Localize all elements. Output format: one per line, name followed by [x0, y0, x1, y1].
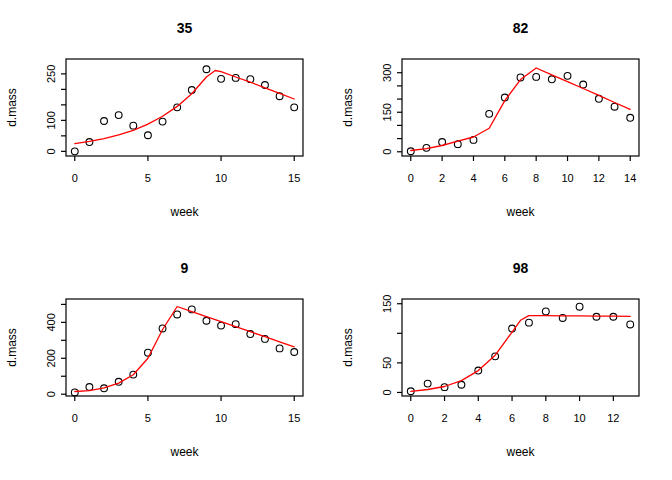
y-tick-label: 400	[45, 313, 57, 331]
y-tick-label: 0	[45, 148, 57, 154]
fit-line	[75, 71, 294, 144]
data-point	[218, 75, 225, 82]
x-tick-label: 12	[593, 172, 605, 184]
x-tick-label: 14	[624, 172, 636, 184]
x-tick-label: 4	[470, 172, 476, 184]
data-point	[203, 66, 210, 73]
plot-box	[402, 299, 639, 396]
data-point	[174, 311, 181, 318]
x-axis-label: week	[505, 445, 535, 459]
x-tick-label: 12	[607, 412, 619, 424]
x-tick-label: 5	[145, 172, 151, 184]
x-tick-label: 10	[561, 172, 573, 184]
data-point	[611, 103, 618, 110]
plot-svg-82: 0 2 4 6 8 10 12 14 0 150 300 82 week d.mass	[336, 0, 672, 240]
data-point	[526, 319, 533, 326]
y-axis-label: d.mass	[5, 88, 19, 127]
x-tick-label: 15	[288, 412, 300, 424]
data-point	[576, 303, 583, 310]
x-tick-label: 8	[543, 412, 549, 424]
x-tick-label: 0	[72, 172, 78, 184]
plot-box	[66, 59, 303, 156]
y-axis-label: d.mass	[341, 328, 355, 367]
y-tick-label: 300	[381, 64, 393, 82]
plot-svg-9: 0 5 10 15 0 200 400 9 week d.mass	[0, 240, 336, 480]
x-tick-label: 0	[408, 412, 414, 424]
data-point	[291, 104, 298, 111]
x-axis-label: week	[169, 445, 199, 459]
y-axis-label: d.mass	[341, 88, 355, 127]
y-tick-label: 0	[45, 391, 57, 397]
y-tick-label: 150	[381, 295, 393, 313]
data-point	[291, 349, 298, 356]
y-tick-label: 250	[45, 65, 57, 83]
plot-svg-98: 0 2 4 6 8 10 12 0 50 150 98 week d.mass	[336, 240, 672, 480]
panel-title: 9	[181, 260, 189, 276]
x-tick-label: 2	[441, 412, 447, 424]
data-point	[101, 118, 108, 125]
plot-box	[66, 299, 303, 396]
data-point	[145, 132, 152, 139]
x-tick-label: 2	[439, 172, 445, 184]
x-tick-label: 10	[215, 412, 227, 424]
fit-line	[75, 307, 294, 392]
data-point	[548, 76, 555, 83]
data-point	[71, 389, 78, 396]
x-tick-label: 5	[145, 412, 151, 424]
panel-9: 0 5 10 15 0 200 400 9 week d.mass	[0, 240, 336, 480]
x-tick-label: 10	[215, 172, 227, 184]
data-point	[86, 384, 93, 391]
data-point	[486, 110, 493, 117]
x-tick-label: 0	[408, 172, 414, 184]
data-point	[71, 148, 78, 155]
y-tick-label: 150	[381, 103, 393, 121]
fit-line	[411, 316, 630, 392]
x-axis-label: week	[505, 205, 535, 219]
panel-title: 35	[177, 20, 193, 36]
x-tick-label: 10	[573, 412, 585, 424]
data-point	[218, 322, 225, 329]
data-point	[276, 345, 283, 352]
x-tick-label: 4	[475, 412, 481, 424]
x-tick-label: 8	[533, 172, 539, 184]
data-point	[542, 308, 549, 315]
data-point	[407, 148, 414, 155]
data-point	[627, 321, 634, 328]
x-axis-label: week	[169, 205, 199, 219]
plot-svg-35: 0 5 10 15 0 100 250 35 week d.mass	[0, 0, 336, 240]
data-point	[203, 317, 210, 324]
figure-grid: 051015010025035weekd.mass 02468101214015…	[0, 0, 672, 480]
y-tick-label: 200	[45, 349, 57, 367]
data-point	[424, 380, 431, 387]
x-tick-label: 0	[72, 412, 78, 424]
panel-title: 98	[513, 260, 529, 276]
data-point	[564, 72, 571, 79]
data-point	[115, 112, 122, 119]
data-point	[458, 381, 465, 388]
panel-title: 82	[513, 20, 529, 36]
data-point	[533, 74, 540, 81]
y-tick-label: 0	[381, 389, 393, 395]
x-tick-label: 6	[509, 412, 515, 424]
y-tick-label: 0	[381, 149, 393, 155]
data-point	[492, 353, 499, 360]
panel-82: 0 2 4 6 8 10 12 14 0 150 300 82 week d.mass	[336, 0, 672, 240]
data-point	[159, 118, 166, 125]
data-point	[130, 122, 137, 129]
y-tick-label: 50	[381, 357, 393, 369]
x-tick-label: 15	[288, 172, 300, 184]
fit-line	[411, 68, 630, 151]
panel-35: 0 5 10 15 0 100 250 35 week d.mass	[0, 0, 336, 240]
panel-98: 0 2 4 6 8 10 12 0 50 150 98 week d.mass	[336, 240, 672, 480]
y-axis-label: d.mass	[5, 328, 19, 367]
x-tick-label: 6	[502, 172, 508, 184]
data-point	[627, 114, 634, 121]
y-tick-label: 100	[45, 111, 57, 129]
